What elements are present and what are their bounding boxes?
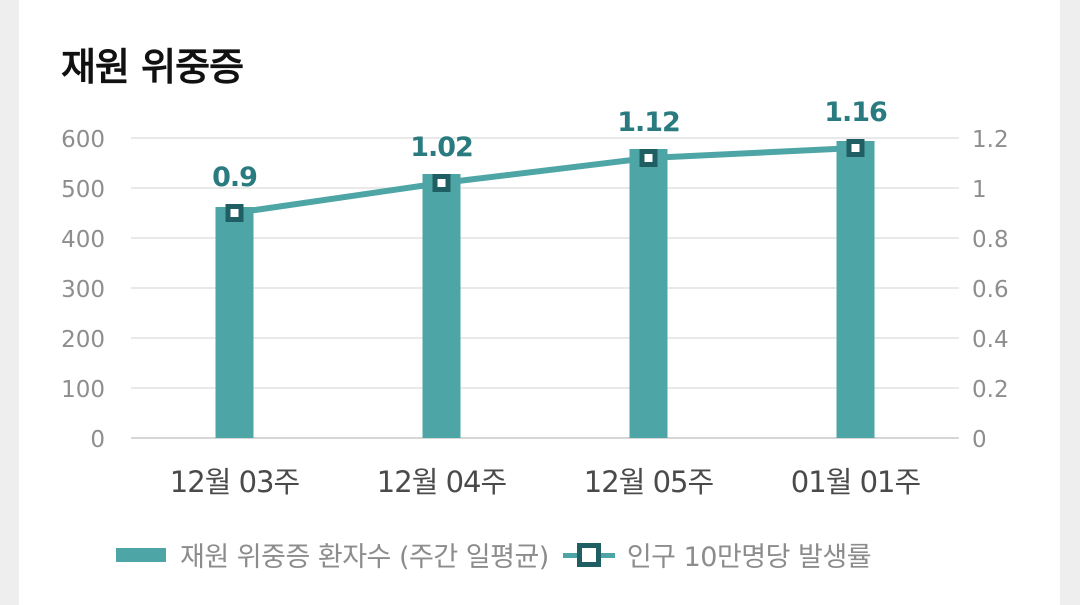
y-left-tick-label: 300 xyxy=(61,277,105,303)
x-tick-label: 12월 05주 xyxy=(584,465,714,499)
line-marker-center xyxy=(437,179,446,187)
labels: 0 0 100 0.2 200 0.4 300 0.6 400 0.8 500 1 600 1.2 12월 … xyxy=(61,97,1008,499)
bar xyxy=(629,149,668,438)
data-label: 1.02 xyxy=(410,132,473,163)
line-marker-center xyxy=(851,144,860,152)
y-right-tick-label: 0.2 xyxy=(972,377,1009,403)
series-line xyxy=(234,145,856,216)
y-left-tick-label: 400 xyxy=(61,227,105,253)
legend-bar-swatch xyxy=(116,547,166,562)
y-right-tick-label: 0.8 xyxy=(972,227,1009,253)
data-label: 1.12 xyxy=(617,107,680,138)
chart-card: 재원 위중증 0 0 100 0.2 200 0.4 300 0.6 400 0.8 500 1 600… xyxy=(19,0,1060,605)
y-left-tick-label: 100 xyxy=(61,377,105,403)
y-right-tick-label: 1 xyxy=(972,177,987,203)
y-left-tick-label: 0 xyxy=(90,427,105,453)
combo-chart: 0 0 100 0.2 200 0.4 300 0.6 400 0.8 500 1 600 1.2 12월 … xyxy=(61,97,1008,499)
x-tick-label: 12월 04주 xyxy=(377,465,507,499)
y-right-tick-label: 0 xyxy=(972,427,987,453)
y-left-tick-label: 600 xyxy=(61,127,105,153)
x-tick-label: 12월 03주 xyxy=(170,465,300,499)
legend-bar-label: 재원 위중증 환자수 (주간 일평균) xyxy=(180,542,549,573)
legend-line-swatch xyxy=(562,542,615,567)
bar xyxy=(215,207,254,438)
legend-line-label: 인구 10만명당 발생률 xyxy=(626,542,872,573)
line-marker-center xyxy=(230,209,239,217)
grid-lines xyxy=(131,137,959,439)
data-label: 1.16 xyxy=(824,97,887,128)
line-series xyxy=(225,139,865,222)
y-right-tick-label: 1.2 xyxy=(972,127,1009,153)
y-right-tick-label: 0.6 xyxy=(972,277,1009,303)
data-label: 0.9 xyxy=(212,162,257,193)
bar xyxy=(422,174,461,438)
bar xyxy=(836,141,875,438)
line-marker-center xyxy=(644,154,653,162)
x-tick-label: 01월 01주 xyxy=(791,465,921,499)
y-left-tick-label: 500 xyxy=(61,177,105,203)
bars xyxy=(215,141,875,438)
legend: 재원 위중증 환자수 (주간 일평균) 인구 10만명당 발생률 xyxy=(116,535,872,574)
chart-title: 재원 위중증 xyxy=(61,45,244,89)
y-left-tick-label: 200 xyxy=(61,327,105,353)
y-right-tick-label: 0.4 xyxy=(972,327,1009,353)
